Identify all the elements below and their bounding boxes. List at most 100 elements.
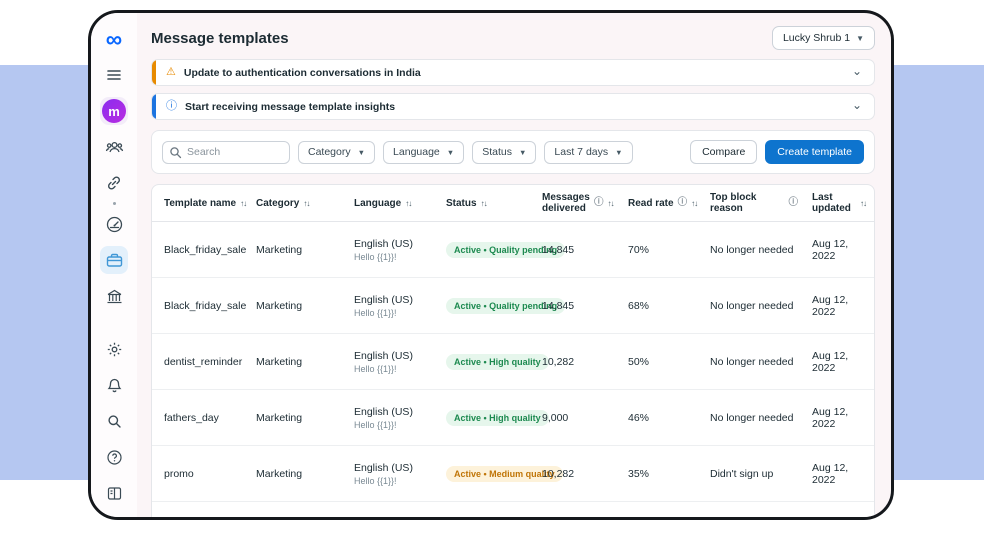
search-input[interactable] bbox=[162, 140, 290, 164]
link-icon[interactable] bbox=[100, 169, 128, 197]
avatar-letter: m bbox=[102, 99, 126, 123]
search-icon bbox=[170, 146, 182, 158]
cell-language: English (US) Hello {{1}}! bbox=[354, 406, 446, 430]
table-header-row: Template name ↑↓ Category ↑↓ Language ↑↓ St… bbox=[152, 185, 874, 222]
banner-authentication-update[interactable]: ⚠ Update to authentication conversations… bbox=[151, 59, 875, 86]
cell-read-rate: 35% bbox=[628, 467, 650, 480]
col-status[interactable]: Status ↑↓ bbox=[446, 197, 488, 209]
sidebar-bottom-group bbox=[100, 335, 128, 507]
cell-block-reason: No longer needed bbox=[710, 243, 794, 256]
col-language[interactable]: Language ↑↓ bbox=[354, 197, 412, 209]
banner-text: Start receiving message template insight… bbox=[185, 100, 396, 113]
menu-icon[interactable] bbox=[100, 61, 128, 89]
create-template-button[interactable]: Create template bbox=[765, 140, 864, 164]
caret-down-icon: ▼ bbox=[856, 33, 864, 43]
template-preview: Hello {{1}}! bbox=[354, 419, 397, 430]
status-badge: Active • High quality bbox=[446, 409, 549, 426]
sort-icon: ↑↓ bbox=[691, 198, 698, 208]
date-range-dropdown[interactable]: Last 7 days ▼ bbox=[544, 140, 633, 164]
table-row[interactable]: Black_friday_sale Marketing English (US)… bbox=[152, 222, 874, 278]
page-title: Message templates bbox=[151, 29, 289, 47]
business-avatar[interactable]: m bbox=[100, 97, 128, 125]
cell-language: English (US) Hello {{1}}! bbox=[354, 294, 446, 318]
meta-logo-icon: ∞ bbox=[105, 25, 123, 52]
col-category[interactable]: Category ↑↓ bbox=[256, 197, 310, 209]
bank-icon[interactable] bbox=[100, 282, 128, 310]
template-preview: Hello {{1}}! bbox=[354, 307, 397, 318]
rail-dot-divider bbox=[112, 202, 116, 205]
chevron-down-icon[interactable]: ⌄ bbox=[851, 97, 862, 112]
table-row[interactable]: dentist_reminder Marketing English (US) … bbox=[152, 334, 874, 390]
table-row[interactable]: reminder Utility English (US) Hello {{1}… bbox=[152, 502, 874, 517]
cell-block-reason: Didn't sign up bbox=[710, 467, 774, 480]
cell-read-rate: 70% bbox=[628, 243, 650, 256]
template-preview: Hello {{1}}! bbox=[354, 475, 397, 486]
chevron-down-icon[interactable]: ⌄ bbox=[851, 63, 862, 78]
dropdown-label: Last 7 days bbox=[554, 146, 609, 158]
cell-block-reason: No longer needed bbox=[710, 355, 794, 368]
col-read-rate[interactable]: Read rate ⓘ ↑↓ bbox=[628, 197, 698, 209]
cell-category: Marketing bbox=[256, 355, 303, 368]
gear-icon[interactable] bbox=[100, 335, 128, 363]
cell-category: Marketing bbox=[256, 411, 303, 424]
language-value: English (US) bbox=[354, 405, 413, 418]
cell-template-name: fathers_day bbox=[164, 411, 219, 424]
cell-category: Marketing bbox=[256, 467, 303, 480]
sidebar-rail: ∞ m bbox=[91, 13, 137, 517]
cell-status: Active • Quality pending bbox=[446, 241, 566, 258]
sort-icon: ↑↓ bbox=[303, 198, 310, 208]
table-row[interactable]: fathers_day Marketing English (US) Hello… bbox=[152, 390, 874, 446]
table-row[interactable]: promo Marketing English (US) Hello {{1}}… bbox=[152, 446, 874, 502]
col-template-name[interactable]: Template name ↑↓ bbox=[164, 197, 247, 209]
compare-button[interactable]: Compare bbox=[690, 140, 758, 164]
cell-last-updated: Aug 12, 2022 bbox=[812, 405, 849, 430]
bell-icon[interactable] bbox=[100, 371, 128, 399]
banner-template-insights[interactable]: ⓘ Start receiving message template insig… bbox=[151, 93, 875, 120]
cell-template-name: dentist_reminder bbox=[164, 355, 243, 368]
dropdown-label: Status bbox=[482, 146, 512, 158]
cell-language: English (US) Hello {{1}}! bbox=[354, 350, 446, 374]
search-box bbox=[162, 140, 290, 164]
cell-language: English (US) Hello {{1}}! bbox=[354, 238, 446, 262]
gauge-smiley-icon[interactable] bbox=[100, 210, 128, 238]
info-circle-icon: ⓘ bbox=[166, 100, 177, 112]
cell-template-name: Black_friday_sale bbox=[164, 299, 247, 312]
banner-text: Update to authentication conversations i… bbox=[183, 66, 421, 79]
cell-read-rate: 68% bbox=[628, 299, 650, 312]
account-selector-button[interactable]: Lucky Shrub 1 ▼ bbox=[771, 26, 875, 50]
col-last-updated[interactable]: Last updated ↑↓ bbox=[812, 192, 867, 214]
main-content: Message templates Lucky Shrub 1 ▼ ⚠ Upda… bbox=[137, 13, 891, 517]
account-name: Lucky Shrub 1 bbox=[782, 32, 851, 44]
sort-icon: ↑↓ bbox=[860, 198, 867, 208]
panels-icon[interactable] bbox=[100, 479, 128, 507]
template-preview: Hello {{1}}! bbox=[354, 251, 397, 262]
cell-last-updated: Aug 12, 2022 bbox=[812, 349, 849, 374]
table-row[interactable]: Black_friday_sale Marketing English (US)… bbox=[152, 278, 874, 334]
status-filter-dropdown[interactable]: Status ▼ bbox=[472, 140, 537, 164]
sort-icon: ↑↓ bbox=[480, 198, 488, 208]
info-icon: ⓘ bbox=[594, 197, 604, 209]
cell-read-rate: 46% bbox=[628, 411, 650, 424]
language-filter-dropdown[interactable]: Language ▼ bbox=[383, 140, 465, 164]
cell-messages-delivered: 14,845 bbox=[542, 299, 575, 312]
table-body: Black_friday_sale Marketing English (US)… bbox=[152, 222, 874, 517]
app-window: ∞ m bbox=[88, 10, 894, 520]
people-icon[interactable] bbox=[100, 133, 128, 161]
cell-last-updated: Aug 12, 2022 bbox=[812, 293, 849, 318]
search-icon[interactable] bbox=[100, 407, 128, 435]
category-filter-dropdown[interactable]: Category ▼ bbox=[298, 140, 376, 164]
language-value: English (US) bbox=[354, 349, 413, 362]
col-messages-delivered[interactable]: Messages delivered ⓘ ↑↓ bbox=[542, 192, 615, 214]
cell-messages-delivered: 10,282 bbox=[542, 467, 575, 480]
cell-last-updated: Aug 12, 2022 bbox=[812, 237, 849, 262]
sidebar-item-briefcase[interactable] bbox=[100, 246, 128, 274]
warning-triangle-icon: ⚠ bbox=[166, 66, 176, 78]
sort-icon: ↑↓ bbox=[240, 198, 247, 208]
caret-down-icon: ▼ bbox=[357, 147, 366, 157]
cell-messages-delivered: 9,000 bbox=[542, 411, 569, 424]
info-icon: ⓘ bbox=[788, 197, 798, 209]
help-icon[interactable] bbox=[100, 443, 128, 471]
col-top-block-reason[interactable]: Top block reason ⓘ bbox=[710, 192, 798, 214]
cell-status: Active • Medium quality bbox=[446, 465, 563, 482]
